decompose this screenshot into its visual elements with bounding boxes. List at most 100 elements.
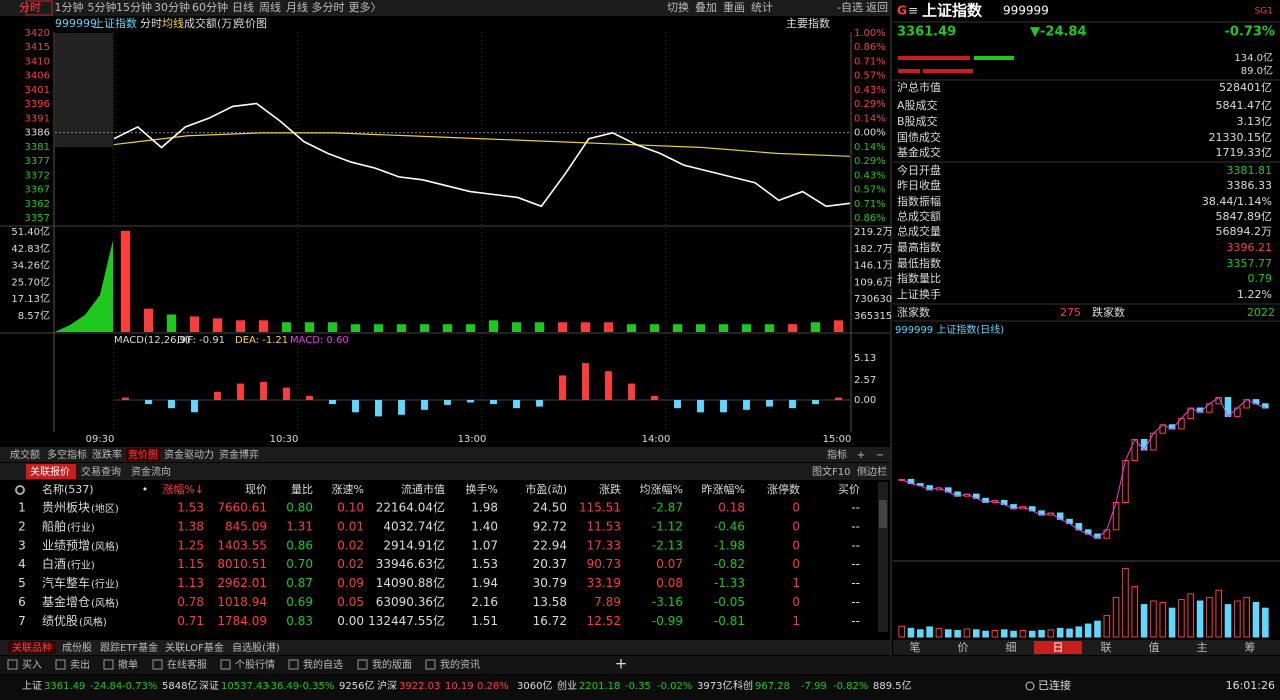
table-action[interactable]: 侧边栏 [857,465,887,478]
row-cell: 1784.09 [217,614,267,628]
macd-bar [835,397,842,400]
price-label: 3362 [25,199,50,210]
table-header[interactable]: 买价 [838,483,860,496]
top-tab[interactable]: 日线 [232,0,254,14]
indicator-tab[interactable]: 资金博弈 [219,448,259,461]
table-action[interactable]: 图文F10 [812,465,850,478]
top-tab[interactable]: 更多〉 [349,0,382,14]
top-action[interactable]: 重画 [723,0,745,14]
row-cell: 1018.94 [217,595,267,609]
top-action[interactable]: -自选 [837,1,863,14]
quote-menu[interactable]: ≡ [908,4,918,18]
row-cell: 7.89 [594,595,621,609]
chart-header-right[interactable]: 主要指数 [786,16,830,30]
top-tab[interactable]: 1分钟 [55,0,84,14]
table-header[interactable]: 均涨幅% [640,483,683,496]
indicator-tab[interactable]: 竞价图 [128,448,158,461]
macd-bar [812,399,819,405]
toolbar-button[interactable]: 在线客服 [167,658,207,671]
top-tab[interactable]: 60分钟 [192,0,228,14]
daily-tab[interactable]: 联 [1101,641,1112,654]
row-cell: -- [851,595,860,609]
stat-value: 528401亿 [1219,81,1272,94]
top-tab[interactable]: 15分钟 [116,0,152,14]
row-name[interactable]: 船舶 [42,518,66,533]
bottom-tab[interactable]: 成份股 [62,642,92,654]
table-header[interactable]: 市盈(动) [525,482,567,496]
top-tab[interactable]: 分时 [19,1,41,14]
daily-tab[interactable]: 值 [1149,641,1160,654]
daily-tab[interactable]: 主 [1197,641,1208,654]
indicator-tab[interactable]: 成交额 [10,448,40,461]
toolbar-button[interactable]: 个股行情 [235,658,275,671]
top-action[interactable]: 返回 [866,1,888,14]
table-header[interactable]: 涨停数 [767,482,800,496]
toolbar-button[interactable]: 买入 [22,659,42,671]
macd-bar [329,399,336,405]
table-header[interactable]: 量比 [291,483,313,496]
top-action[interactable]: 统计 [751,1,773,14]
row-cell: 33946.63亿 [376,556,445,571]
row-name[interactable]: 贵州板块 [42,501,90,515]
table-header[interactable]: • [142,483,149,496]
indicator-tab[interactable]: 涨跌率 [92,448,122,461]
row-cell: 2.16 [471,595,498,609]
indicator-action[interactable]: 指标 [827,448,847,461]
row-cell: 1403.55 [217,538,267,552]
row-name[interactable]: 汽车整车 [42,575,90,590]
daily-volume-bar [1010,630,1017,638]
row-name[interactable]: 绩优股 [42,614,78,628]
toolbar-button[interactable]: 我的资讯 [440,658,480,671]
stat-value: 1.22% [1237,288,1272,301]
top-tab[interactable]: 多分时 [312,0,345,14]
top-tab[interactable]: 5分钟 [88,0,117,14]
volume-bar [695,324,706,332]
indicator-tab[interactable]: 多空指标 [47,448,87,461]
daily-tab[interactable]: 笔 [910,640,921,654]
toolbar-add[interactable]: + [615,655,628,673]
table-tab[interactable]: 关联报价 [30,465,70,478]
row-name[interactable]: 基金增仓 [42,594,90,609]
table-header[interactable]: 涨速% [332,483,364,496]
price-label: 3420 [25,28,50,39]
table-tab[interactable]: 资金流向 [131,465,171,478]
table-header[interactable]: 换手% [466,482,498,496]
table-header[interactable]: 涨跌 [599,482,621,496]
daily-tab[interactable]: 价 [958,641,969,654]
toolbar-button[interactable]: 我的版面 [372,658,412,671]
daily-volume-bar [1047,629,1055,638]
table-header[interactable]: 昨涨幅% [702,483,745,496]
top-tab[interactable]: 周线 [259,0,281,14]
status-item: 889.5亿 [873,679,912,692]
top-tab[interactable]: 月线 [286,0,308,14]
quote-flag: G [897,4,907,18]
table-header[interactable]: 名称(537) [42,482,94,496]
table-header[interactable]: 现价 [245,483,267,496]
bottom-tab[interactable]: 自选股(港) [232,641,280,654]
row-name[interactable]: 业绩预增 [42,538,90,552]
top-action[interactable]: 叠加 [695,1,717,14]
bottom-tab[interactable]: 关联品种 [12,641,52,654]
toolbar-button[interactable]: 撤单 [118,658,138,671]
toolbar-button[interactable]: 我的自选 [303,658,343,671]
indicator-tab[interactable]: 资金驱动力 [164,448,214,461]
bottom-tab[interactable]: 跟踪ETF基金 [100,641,158,654]
toolbar-button[interactable]: 卖出 [70,658,90,671]
stat-label: 昨日收盘 [897,178,941,192]
volume-bar [833,320,844,332]
table-header[interactable]: 流通市值 [401,482,445,496]
indicator-action[interactable]: − [876,450,884,461]
stat-label: 上证换手 [897,287,941,301]
daily-tab[interactable]: 细 [1006,641,1017,654]
top-tab[interactable]: 30分钟 [154,0,190,14]
daily-tab[interactable]: 日 [1053,641,1064,654]
bottom-tab[interactable]: 关联LOF基金 [165,641,224,654]
top-action[interactable]: 切换 [667,0,689,14]
row-cell: 14090.88亿 [376,575,445,590]
table-tab[interactable]: 交易查询 [81,465,121,478]
row-name[interactable]: 白酒 [42,556,66,571]
daily-tab[interactable]: 筹 [1245,640,1256,654]
table-header[interactable]: 涨幅%↓ [162,483,204,496]
price-label: 3357 [25,213,50,224]
indicator-action[interactable]: + [857,450,865,461]
